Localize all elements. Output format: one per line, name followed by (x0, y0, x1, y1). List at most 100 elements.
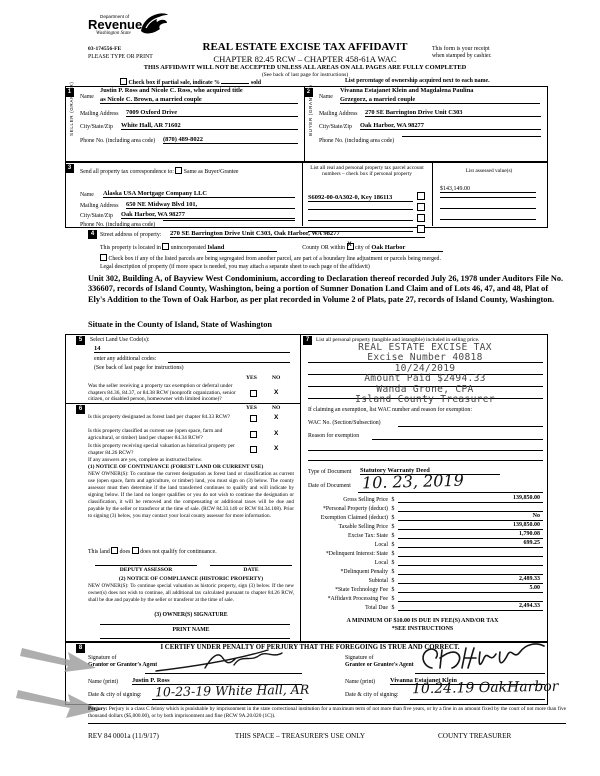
owners-signature-line[interactable] (100, 624, 290, 625)
same-as-buyer-checkbox[interactable] (175, 167, 183, 174)
fee-value-subtotal[interactable]: 2,489.33 (398, 576, 543, 584)
section5-number: 5 (76, 336, 85, 345)
grantee-date-line[interactable] (410, 699, 545, 700)
corr-mailing-value[interactable]: 650 NE Midway Blvd 101, (126, 201, 295, 209)
fee-value-personal[interactable] (398, 504, 543, 512)
perjury-bottom-rule (88, 723, 566, 724)
grantor-signature-line[interactable] (145, 673, 302, 674)
grantor-sig-of-label: Signature of (88, 655, 117, 661)
pp-line-4[interactable] (308, 398, 543, 399)
corr-city-value[interactable]: Oak Harbor, WA 98277 (121, 211, 295, 219)
s6-q2-no-answer[interactable]: X (274, 430, 279, 437)
fee-value-excise-state[interactable]: 1,790.08 (398, 531, 543, 539)
does-qualify-checkbox[interactable] (111, 547, 119, 554)
parcel-value-3[interactable] (308, 220, 413, 221)
print-name-line[interactable] (100, 638, 290, 639)
stamp-line-1: REAL ESTATE EXCISE TAX (358, 342, 492, 353)
seller-city-value[interactable]: White Hall, AR 71602 (121, 122, 298, 130)
fee-value-taxable[interactable]: 139,850.00 (398, 522, 543, 530)
partial-sale-percent-field[interactable] (221, 83, 250, 84)
grantor-agent-label: Grantor or Grantor's Agent (88, 662, 158, 668)
buyer-mailing-value[interactable]: 270 SE Barrington Drive Unit C303 (365, 109, 541, 117)
parcel-personal-checkbox-2[interactable] (417, 203, 425, 211)
print-name-label: PRINT NAME (172, 627, 210, 633)
buyer-phone-value[interactable] (402, 136, 541, 137)
street-address-value[interactable]: 270 SE Barrington Drive Unit C303, Oak H… (170, 230, 425, 238)
parcel-personal-checkbox-4[interactable] (417, 225, 425, 233)
parcel-value-2[interactable] (308, 209, 413, 210)
city-checkbox[interactable]: X (346, 242, 354, 250)
legal-description-text: Unit 302, Building A, of Bayview West Co… (88, 274, 564, 304)
parcel-personal-checkbox-1[interactable] (417, 192, 425, 200)
pp-line-3[interactable] (308, 386, 543, 387)
segregated-checkbox[interactable] (100, 254, 107, 261)
grantee-signature-line[interactable] (415, 673, 545, 674)
parcel-value-4[interactable] (308, 231, 413, 232)
additional-codes-line[interactable] (168, 362, 290, 363)
parcel-row-2 (308, 197, 428, 215)
reason-line-3[interactable] (308, 460, 543, 461)
seller-name-line2[interactable]: as Nicole C. Brown, a married couple (100, 96, 298, 104)
doc-type-value[interactable]: Statutory Warranty Deed (360, 467, 500, 475)
county-value[interactable]: Island (207, 244, 278, 253)
grantee-date-value[interactable]: 10.24.19 OakHarbor (411, 678, 559, 698)
deputy-assessor-line[interactable] (95, 565, 197, 566)
s6-q1-no-answer[interactable]: X (274, 414, 279, 421)
corr-name-value[interactable]: Alaska USA Mortgage Company LLC (103, 190, 295, 198)
does-not-qualify-checkbox[interactable] (131, 547, 139, 554)
fee-value-gross[interactable]: 139,850.00 (398, 495, 543, 503)
county-treasurer-label: COUNTY TREASURER (438, 732, 512, 740)
corr-phone-value[interactable] (163, 220, 295, 221)
section3-divider2 (432, 162, 433, 226)
fee-value-delinq-penalty[interactable] (398, 567, 543, 575)
assessed-value-4[interactable] (440, 219, 536, 220)
assessed-value-2[interactable] (440, 197, 536, 198)
s6-q3-no-answer[interactable]: X (274, 445, 279, 452)
partial-sale-checkbox[interactable] (120, 78, 127, 85)
s5-no-answer[interactable]: X (274, 389, 279, 396)
buyer-name-line2[interactable]: Grzegorz, a married couple (340, 96, 540, 104)
buyer-city-value[interactable]: Oak Harbor, WA 98277 (360, 122, 541, 130)
section3-number: 3 (65, 164, 74, 173)
assessor-date-line[interactable] (210, 565, 292, 566)
fee-value-processing-fee[interactable] (398, 594, 543, 602)
grantor-signature[interactable] (150, 646, 300, 674)
reason-line-1[interactable] (372, 439, 543, 440)
fee-value-delinq-interest-local[interactable] (398, 558, 543, 566)
fee-value-delinq-interest-state[interactable] (398, 549, 543, 557)
pp-line-2[interactable] (308, 374, 543, 375)
doc-date-value[interactable]: 10. 23, 2019 (361, 470, 465, 493)
assessed-value-3[interactable] (440, 208, 536, 209)
reason-line-2[interactable] (308, 450, 543, 451)
s6-q2-yes-checkbox[interactable] (250, 431, 257, 438)
seller-phone-value[interactable]: (870) 489-8022 (163, 136, 298, 144)
pp-line-1[interactable] (308, 362, 543, 363)
section7-number: 7 (303, 336, 312, 345)
fee-value-tech-fee[interactable]: 5.00 (398, 585, 543, 593)
parcel-value-1[interactable]: S6092-00-0A302-0, Key 186113 (308, 194, 413, 202)
city-value[interactable]: Oak Harbor (371, 244, 444, 253)
unincorporated-checkbox[interactable] (162, 243, 170, 250)
fee-value-exemption[interactable]: No (398, 513, 543, 521)
pointer-arrow-icon-2 (16, 690, 100, 718)
fee-value-total-due[interactable]: 2,494.33 (398, 603, 543, 611)
grantee-name-value[interactable]: Vivanna Estajanet Klein (390, 677, 545, 685)
s6-q3-yes-checkbox[interactable] (250, 446, 257, 453)
grantor-date-line[interactable] (152, 699, 302, 700)
deputy-assessor-label: DEPUTY ASSESSOR (119, 567, 173, 573)
seller-mailing-value[interactable]: 7009 Oxford Drive (126, 109, 298, 117)
grantee-signature[interactable] (418, 640, 548, 674)
grantor-date-value[interactable]: 10-23-19 White Hall, AR (154, 681, 310, 700)
grantor-name-value[interactable]: Justin P. Ross (132, 677, 302, 685)
wac-line[interactable] (398, 426, 543, 427)
s6-q1-yes-checkbox[interactable] (250, 415, 257, 422)
doc-date-line[interactable] (358, 492, 543, 493)
s5-s6-divider (65, 403, 300, 404)
fee-value-local[interactable]: 699.25 (398, 540, 543, 548)
s5-yes-checkbox[interactable] (250, 390, 257, 397)
situate-text: Situate in the County of Island, State o… (88, 320, 273, 329)
parcel-personal-checkbox-3[interactable] (417, 214, 425, 222)
pointer-arrow-icon-1 (20, 648, 96, 672)
assessed-value-1[interactable]: $143,149.00 (440, 186, 536, 193)
land-use-value[interactable]: 14 (94, 345, 290, 353)
